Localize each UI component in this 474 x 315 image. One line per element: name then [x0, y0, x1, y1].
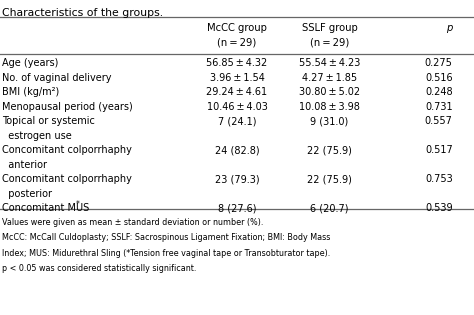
Text: 0.539: 0.539 [425, 203, 453, 213]
Text: p: p [447, 23, 453, 33]
Text: Index; MUS: Midurethral Sling (*Tension free vaginal tape or Transobturator tape: Index; MUS: Midurethral Sling (*Tension … [2, 249, 331, 258]
Text: Concomitant MUS: Concomitant MUS [2, 203, 90, 213]
Text: 23 (79.3): 23 (79.3) [215, 174, 259, 184]
Text: 0.516: 0.516 [425, 73, 453, 83]
Text: 10.46 ± 4.03: 10.46 ± 4.03 [207, 102, 267, 112]
Text: estrogen use: estrogen use [2, 131, 72, 141]
Text: 29.24 ± 4.61: 29.24 ± 4.61 [207, 87, 267, 97]
Text: 0.753: 0.753 [425, 174, 453, 184]
Text: (n = 29): (n = 29) [310, 38, 349, 48]
Text: Characteristics of the groups.: Characteristics of the groups. [2, 8, 164, 18]
Text: Menopausal period (years): Menopausal period (years) [2, 102, 133, 112]
Text: 0.557: 0.557 [425, 116, 453, 126]
Text: 24 (82.8): 24 (82.8) [215, 145, 259, 155]
Text: 7 (24.1): 7 (24.1) [218, 116, 256, 126]
Text: 9 (31.0): 9 (31.0) [310, 116, 348, 126]
Text: 3.96 ± 1.54: 3.96 ± 1.54 [210, 73, 264, 83]
Text: 8 (27.6): 8 (27.6) [218, 203, 256, 213]
Text: anterior: anterior [2, 160, 47, 170]
Text: 30.80 ± 5.02: 30.80 ± 5.02 [299, 87, 360, 97]
Text: Topical or systemic: Topical or systemic [2, 116, 95, 126]
Text: 6 (20.7): 6 (20.7) [310, 203, 349, 213]
Text: McCC group: McCC group [207, 23, 267, 33]
Text: BMI (kg/m²): BMI (kg/m²) [2, 87, 60, 97]
Text: 22 (75.9): 22 (75.9) [307, 174, 352, 184]
Text: No. of vaginal delivery: No. of vaginal delivery [2, 73, 112, 83]
Text: *: * [76, 200, 80, 209]
Text: Values were given as mean ± standard deviation or number (%).: Values were given as mean ± standard dev… [2, 218, 264, 227]
Text: 0.275: 0.275 [425, 58, 453, 68]
Text: 4.27 ± 1.85: 4.27 ± 1.85 [302, 73, 357, 83]
Text: 22 (75.9): 22 (75.9) [307, 145, 352, 155]
Text: posterior: posterior [2, 189, 52, 199]
Text: 56.85 ± 4.32: 56.85 ± 4.32 [206, 58, 268, 68]
Text: SSLF group: SSLF group [301, 23, 357, 33]
Text: 0.517: 0.517 [425, 145, 453, 155]
Text: Concomitant colporrhaphy: Concomitant colporrhaphy [2, 145, 132, 155]
Text: 55.54 ± 4.23: 55.54 ± 4.23 [299, 58, 360, 68]
Text: 0.248: 0.248 [425, 87, 453, 97]
Text: Concomitant colporrhaphy: Concomitant colporrhaphy [2, 174, 132, 184]
Text: 0.731: 0.731 [425, 102, 453, 112]
Text: Age (years): Age (years) [2, 58, 59, 68]
Text: 10.08 ± 3.98: 10.08 ± 3.98 [299, 102, 360, 112]
Text: McCC: McCall Culdoplasty; SSLF: Sacrospinous Ligament Fixation; BMI: Body Mass: McCC: McCall Culdoplasty; SSLF: Sacrospi… [2, 233, 331, 243]
Text: p < 0.05 was considered statistically significant.: p < 0.05 was considered statistically si… [2, 264, 197, 273]
Text: (n = 29): (n = 29) [218, 38, 256, 48]
